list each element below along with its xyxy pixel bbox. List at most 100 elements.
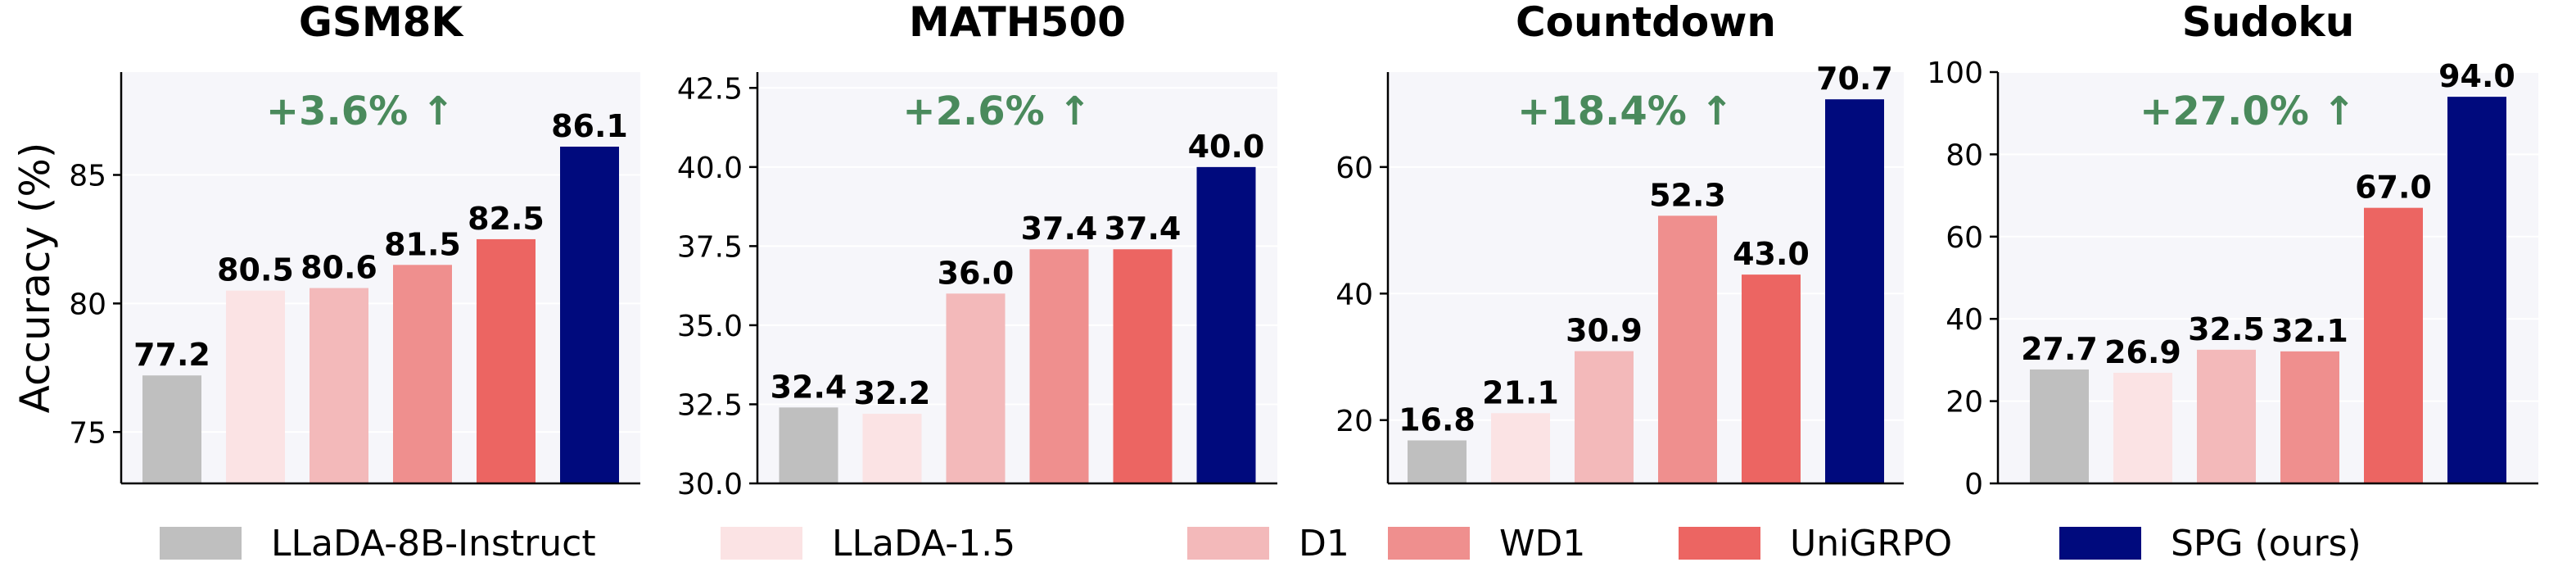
y-axis-label: Accuracy (%) [11,143,59,414]
value-label-math500-d1: 36.0 [938,255,1015,291]
y-tick-label-math500-1: 32.5 [677,388,743,422]
bar-countdown-wd1 [1658,215,1717,483]
bar-math500-d1 [946,293,1006,483]
legend-item-llada-8b-instruct: LLaDA-8B-Instruct [160,522,596,565]
bar-math500-wd1 [1029,249,1089,483]
value-label-sudoku-wd1: 32.1 [2271,313,2348,349]
y-tick-label-math500-4: 40.0 [677,152,743,185]
legend-label-spg-ours: SPG (ours) [2171,522,2361,565]
y-tick-label-countdown-1: 40 [1335,278,1373,311]
bar-countdown-spg-ours [1825,99,1884,483]
legend-swatch-d1 [1187,527,1269,560]
value-label-sudoku-spg-ours: 94.0 [2438,58,2515,94]
y-tick-label-countdown-2: 60 [1335,152,1373,185]
value-label-math500-unigrpo: 37.4 [1105,211,1182,247]
chart-title-gsm8k: GSM8K [299,0,465,46]
figure: 77.2 80.5 80.681.582.5 86.1 75 80 85 GSM8K +3.6%… [11,0,2538,501]
bar-countdown-llada-8b-instruct [1408,440,1467,483]
y-tick-label-gsm8k-0: 75 [69,416,106,450]
gain-annotation-gsm8k: +3.6% ↑ [266,88,454,134]
value-label-countdown-llada-8b-instruct: 16.8 [1399,401,1476,438]
chart-title-math500: MATH500 [909,0,1126,46]
bar-gsm8k-llada-1-5 [226,290,285,483]
legend-label-llada-1-5: LLaDA-1.5 [832,522,1016,565]
chart-title-countdown: Countdown [1516,0,1776,46]
legend-swatch-llada-8b-instruct [160,527,242,560]
value-label-countdown-spg-ours: 70.7 [1816,61,1893,97]
bar-sudoku-spg-ours [2447,97,2506,484]
bar-gsm8k-unigrpo [477,238,536,483]
legend-label-d1: D1 [1299,522,1349,565]
bar-gsm8k-d1 [310,288,368,483]
y-tick-label-sudoku-1: 20 [1946,386,1983,419]
chart-title-sudoku: Sudoku [2182,0,2355,46]
legend-label-llada-8b-instruct: LLaDA-8B-Instruct [271,522,596,565]
bar-countdown-llada-1-5 [1491,413,1550,483]
y-tick-label-math500-2: 35.0 [677,310,743,343]
value-label-gsm8k-wd1: 81.5 [384,226,461,262]
legend-item-llada-1-5: LLaDA-1.5 [721,522,1016,565]
bar-gsm8k-wd1 [393,265,452,483]
bar-sudoku-llada-8b-instruct [2030,369,2089,483]
panel-math500: 32.4 32.236.037.4 37.440.030.032.535.037.5… [677,0,1277,501]
value-label-sudoku-llada-1-5: 26.9 [2104,334,2181,370]
value-label-countdown-wd1: 52.3 [1649,177,1726,213]
value-label-math500-wd1: 37.4 [1021,211,1098,247]
y-tick-label-sudoku-0: 0 [1964,468,1983,501]
bar-math500-spg-ours [1196,166,1256,483]
y-tick-label-math500-0: 30.0 [677,468,743,501]
value-label-countdown-llada-1-5: 21.1 [1482,374,1559,410]
value-label-gsm8k-unigrpo: 82.5 [468,201,545,237]
value-label-gsm8k-llada-1-5: 80.5 [217,252,294,288]
value-label-gsm8k-d1: 80.6 [301,250,377,286]
plot-area-math500 [757,72,1277,483]
legend-label-unigrpo: UniGRPO [1790,522,1953,565]
y-tick-label-math500-5: 42.5 [677,72,743,106]
legend-swatch-wd1 [1388,527,1470,560]
bar-math500-unigrpo [1113,249,1173,483]
bar-countdown-d1 [1575,351,1634,483]
gain-annotation-math500: +2.6% ↑ [902,88,1091,134]
bar-math500-llada-8b-instruct [779,407,838,483]
legend: LLaDA-8B-Instruct LLaDA-1.5 D1 WD1 UniGR… [0,508,2576,582]
value-label-gsm8k-llada-8b-instruct: 77.2 [133,337,210,373]
value-label-gsm8k-spg-ours: 86.1 [551,108,628,144]
y-tick-label-math500-3: 37.5 [677,230,743,264]
value-label-math500-llada-8b-instruct: 32.4 [771,369,847,405]
y-tick-label-gsm8k-2: 85 [69,160,106,193]
y-tick-label-sudoku-4: 80 [1946,138,1983,172]
legend-swatch-spg-ours [2059,527,2141,560]
plot-area-gsm8k [121,72,640,483]
y-tick-label-sudoku-2: 40 [1946,303,1983,337]
panel-gsm8k: 77.2 80.5 80.681.582.5 86.1 75 80 85 GSM8K +3.6%… [11,0,640,485]
value-label-countdown-d1: 30.9 [1566,313,1643,349]
bar-math500-llada-1-5 [862,414,922,483]
bar-sudoku-wd1 [2280,351,2339,483]
bar-sudoku-llada-1-5 [2113,372,2172,483]
y-tick-label-gsm8k-1: 80 [69,288,106,321]
legend-swatch-llada-1-5 [721,527,802,560]
legend-item-d1: D1 [1187,522,1349,565]
legend-label-wd1: WD1 [1499,522,1586,565]
value-label-math500-llada-1-5: 32.2 [854,375,931,411]
legend-swatch-unigrpo [1679,527,1760,560]
plot-area-countdown [1388,72,1904,483]
legend-item-wd1: WD1 [1388,522,1586,565]
y-tick-label-countdown-0: 20 [1335,405,1373,438]
y-tick-label-sudoku-3: 60 [1946,221,1983,255]
bar-sudoku-d1 [2197,349,2256,483]
value-label-sudoku-llada-8b-instruct: 27.7 [2021,331,2098,367]
y-tick-label-sudoku-5: 100 [1927,57,1983,90]
value-label-sudoku-d1: 32.5 [2188,311,2265,347]
panel-sudoku: 27.7 26.932.5 32.1 67.0 94.0 0 20 40 60 80 100 Sudo… [1927,0,2538,501]
bar-gsm8k-spg-ours [560,146,619,484]
bar-countdown-unigrpo [1742,274,1801,483]
panel-countdown: 16.821.130.9 52.343.0 70.7 20 40 60 Countdown +… [1335,0,1904,485]
legend-item-unigrpo: UniGRPO [1679,522,1953,565]
value-label-math500-spg-ours: 40.0 [1188,129,1265,165]
legend-item-spg-ours: SPG (ours) [2059,522,2361,565]
bar-gsm8k-llada-8b-instruct [142,375,201,483]
bar-sudoku-unigrpo [2364,207,2423,483]
value-label-countdown-unigrpo: 43.0 [1733,236,1810,272]
value-label-sudoku-unigrpo: 67.0 [2355,170,2432,206]
